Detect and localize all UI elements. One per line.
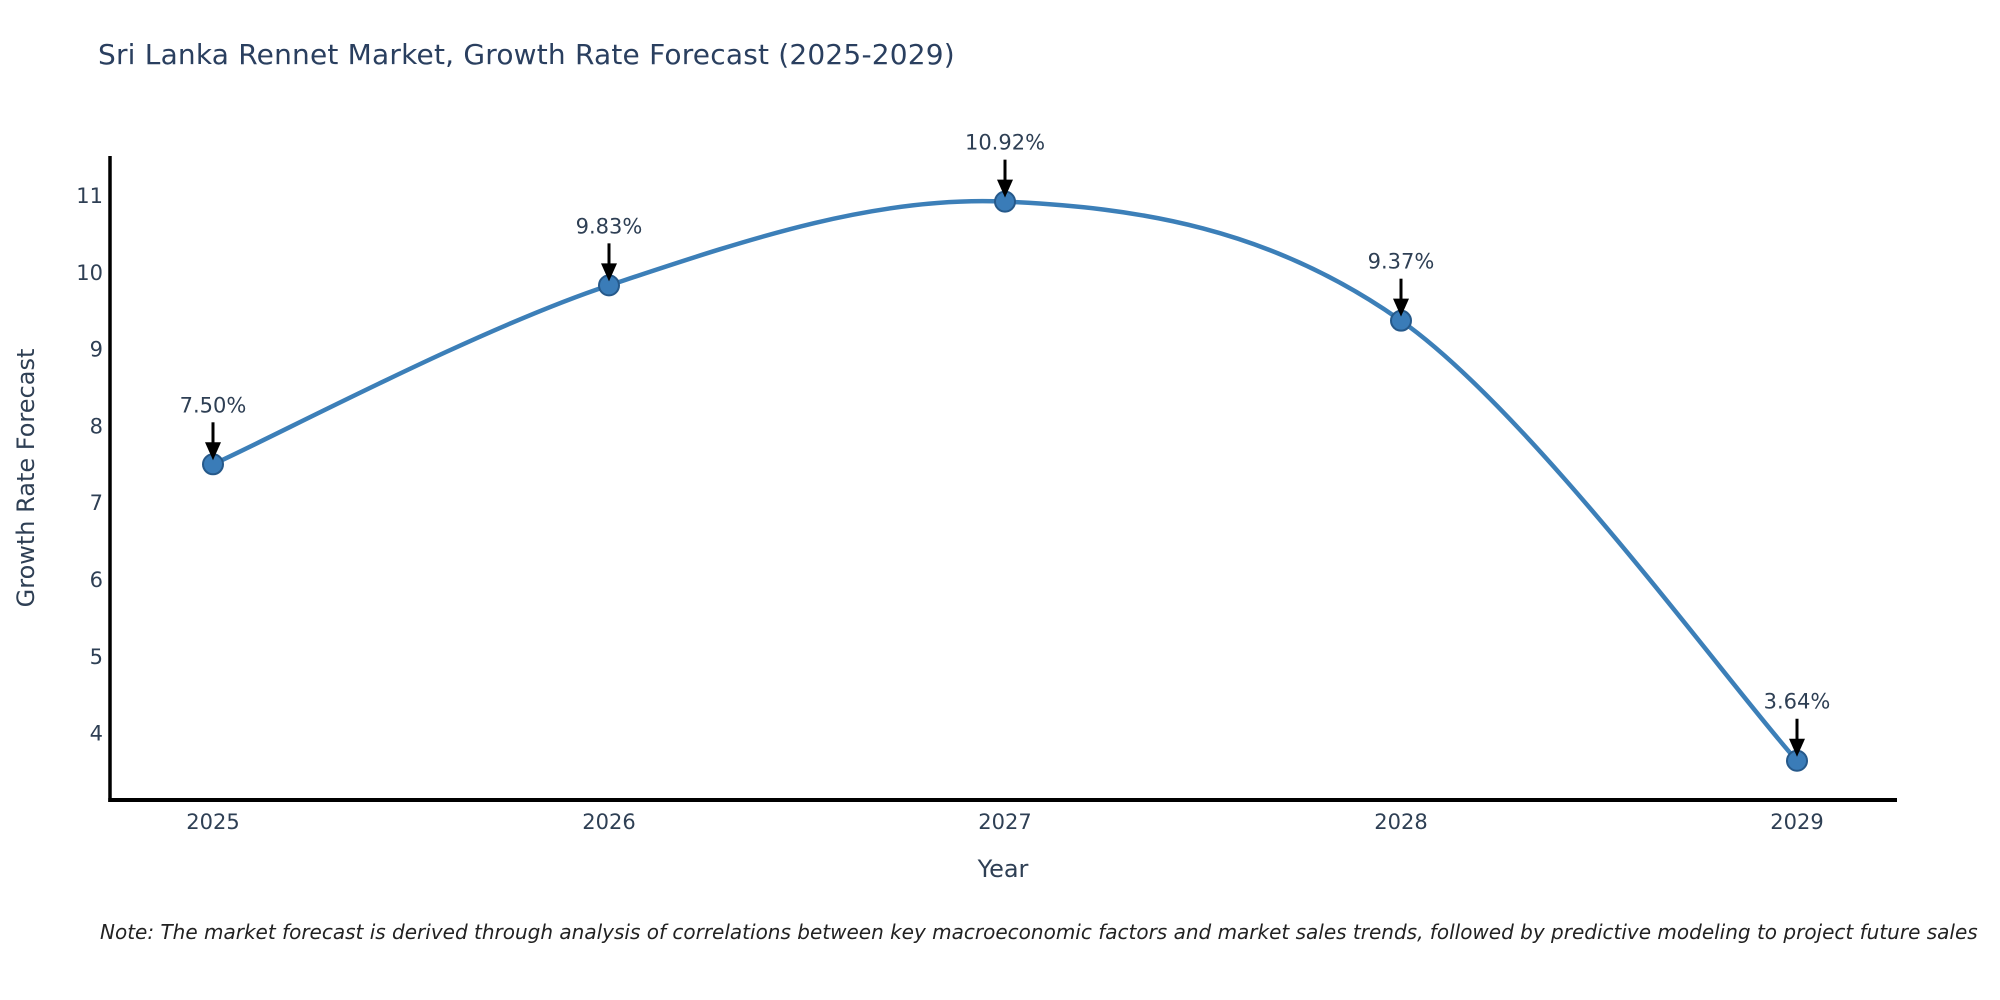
y-tick-label: 11 xyxy=(76,184,103,208)
footnote: Note: The market forecast is derived thr… xyxy=(100,920,1978,944)
series-curve xyxy=(210,198,1800,763)
annotation-arrowhead xyxy=(1393,298,1409,317)
annotations: 7.50% 9.83% 10.92% 9.37% 3.64% xyxy=(180,131,1831,757)
x-tick-label: 2025 xyxy=(186,810,239,834)
x-axis-title: Year xyxy=(977,855,1029,883)
y-tick-label: 9 xyxy=(90,338,103,362)
tick-labels: 4 5 6 7 8 9 10 11 2025 2026 2027 2028 2029 xyxy=(76,184,1823,834)
annotation-label: 10.92% xyxy=(965,131,1045,155)
y-tick-label: 4 xyxy=(90,722,103,746)
annotation-label: 3.64% xyxy=(1764,690,1831,714)
x-tick-label: 2029 xyxy=(1770,810,1823,834)
annotation-arrowhead xyxy=(205,442,221,461)
x-tick-label: 2027 xyxy=(978,810,1031,834)
y-tick-label: 6 xyxy=(90,568,103,592)
x-tick-label: 2026 xyxy=(582,810,635,834)
y-axis-title: Growth Rate Forecast xyxy=(12,348,40,608)
y-tick-label: 7 xyxy=(90,491,103,515)
chart-title: Sri Lanka Rennet Market, Growth Rate For… xyxy=(98,38,955,71)
annotation-label: 7.50% xyxy=(180,393,247,417)
annotation-arrowhead xyxy=(997,179,1013,198)
y-tick-label: 8 xyxy=(90,414,103,438)
annotation-arrowhead xyxy=(1789,738,1805,757)
annotation-label: 9.83% xyxy=(576,214,643,238)
curve-line xyxy=(210,198,1800,763)
y-tick-label: 10 xyxy=(76,261,103,285)
y-tick-label: 5 xyxy=(90,645,103,669)
annotation-arrowhead xyxy=(601,263,617,282)
annotation-label: 9.37% xyxy=(1368,250,1435,274)
x-tick-label: 2028 xyxy=(1374,810,1427,834)
